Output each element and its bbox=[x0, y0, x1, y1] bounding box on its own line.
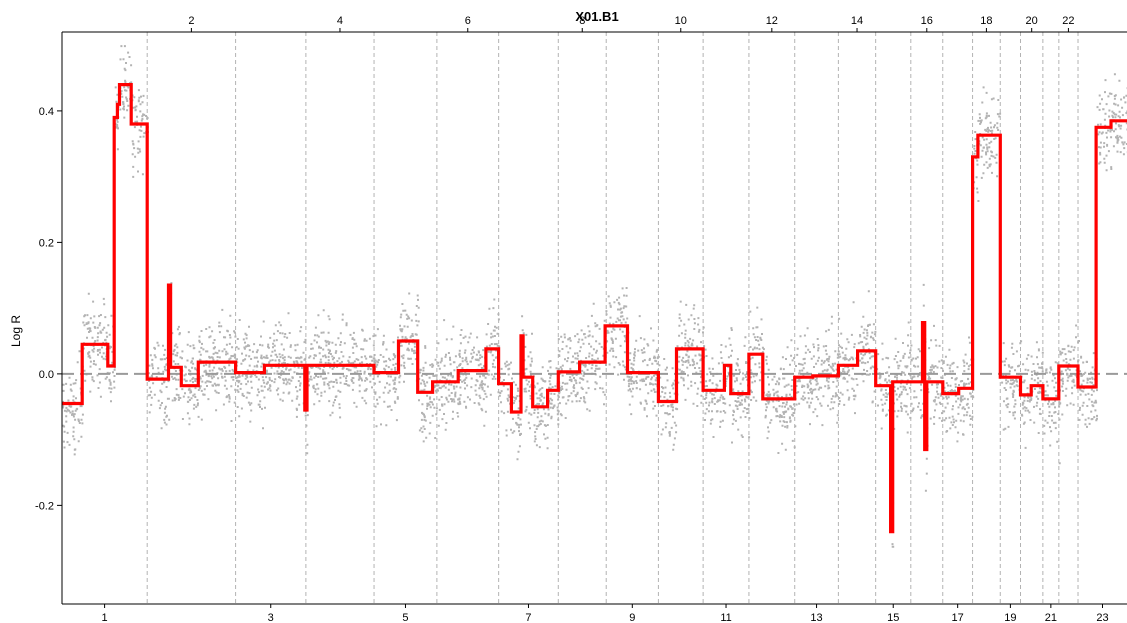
chromosome-label-11: 11 bbox=[720, 612, 731, 623]
chromosome-label-13: 13 bbox=[810, 612, 822, 623]
y-tick-label: -0.2 bbox=[35, 500, 54, 512]
y-axis-title: Log R bbox=[9, 315, 23, 347]
y-tick-label: 0.0 bbox=[39, 369, 54, 381]
chromosome-label-1: 1 bbox=[102, 612, 108, 623]
chromosome-label-20: 20 bbox=[1026, 15, 1038, 27]
bottom-chromosome-labels: 1 3 5 7 9 11 13 15 17 19 21 23 bbox=[102, 604, 1109, 623]
chromosome-label-10: 10 bbox=[675, 15, 687, 27]
chromosome-label-23: 23 bbox=[1096, 612, 1108, 623]
chromosome-label-2: 2 bbox=[188, 15, 194, 27]
chromosome-label-19: 19 bbox=[1004, 612, 1016, 623]
chart-title: X01.B1 bbox=[575, 9, 618, 24]
chromosome-label-16: 16 bbox=[921, 15, 933, 27]
chromosome-label-9: 9 bbox=[629, 612, 635, 623]
probe-points bbox=[62, 45, 1127, 548]
chromosome-label-18: 18 bbox=[980, 15, 992, 27]
segment-series bbox=[62, 83, 1127, 534]
y-tick-label: 0.4 bbox=[39, 106, 54, 118]
chromosome-label-21: 21 bbox=[1045, 612, 1057, 623]
chromosome-label-7: 7 bbox=[525, 612, 531, 623]
chromosome-label-4: 4 bbox=[337, 15, 343, 27]
chromosome-label-3: 3 bbox=[268, 612, 274, 623]
y-tick-label: 0.2 bbox=[39, 237, 54, 249]
probe-points-cloud bbox=[62, 45, 1127, 548]
chromosome-label-8: 8 bbox=[579, 15, 585, 27]
chromosome-label-5: 5 bbox=[402, 612, 408, 623]
segment-step-line bbox=[62, 83, 1127, 534]
top-chromosome-labels: 2 4 6 8 10 12 14 16 18 20 22 bbox=[188, 15, 1075, 32]
chromosome-label-17: 17 bbox=[952, 612, 964, 623]
chromosome-label-12: 12 bbox=[766, 15, 778, 27]
chromosome-label-22: 22 bbox=[1062, 15, 1074, 27]
chromosome-label-14: 14 bbox=[851, 15, 863, 27]
chromosome-label-6: 6 bbox=[465, 15, 471, 27]
y-axis: -0.2 0.0 0.2 0.4 bbox=[35, 106, 62, 512]
chromosome-label-15: 15 bbox=[887, 612, 899, 623]
plot-frame bbox=[61, 31, 1127, 605]
chromosome-dividers bbox=[146, 32, 1079, 604]
